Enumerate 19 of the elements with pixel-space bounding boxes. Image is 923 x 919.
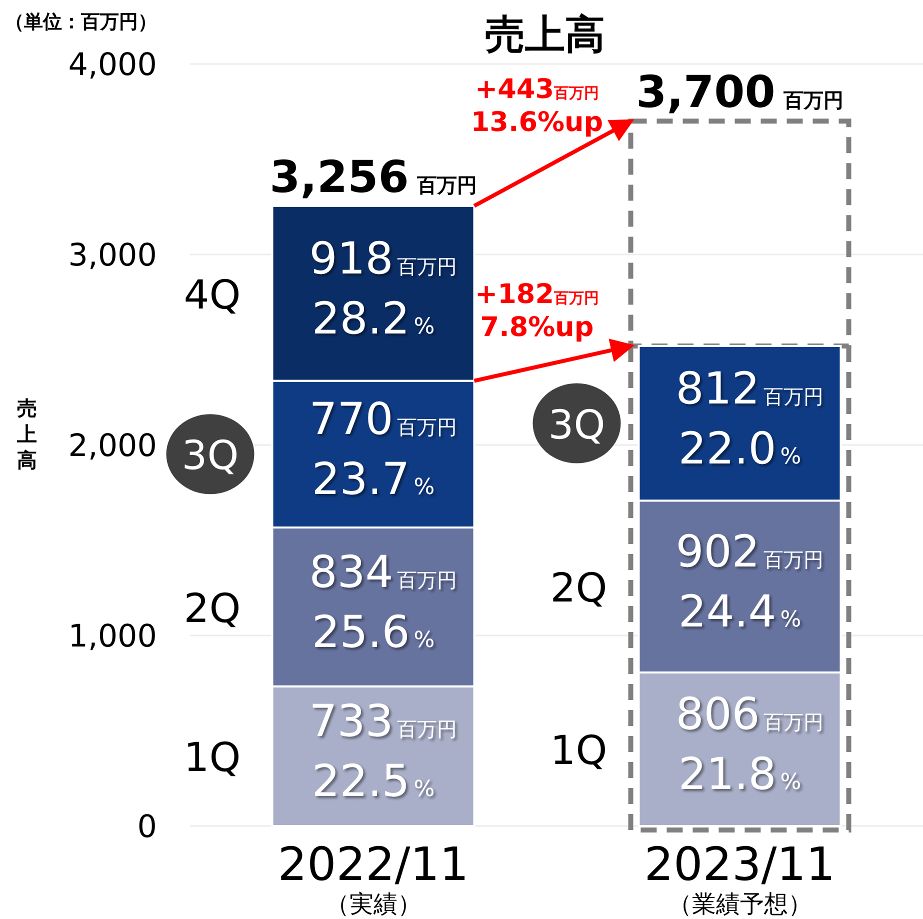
- x-tick-label: 2023/11 （業績予想）: [644, 837, 836, 918]
- series-label: 1Q: [550, 728, 608, 774]
- series-label: 2Q: [550, 566, 608, 612]
- text: 3Q: [182, 433, 239, 480]
- x-tick-label: 2022/11 （実績）: [278, 837, 469, 918]
- y-tick-label: 4,000: [68, 47, 157, 83]
- y-tick-label: 2,000: [68, 428, 157, 464]
- y-tick-label: 0: [137, 809, 157, 845]
- y-tick-label: 1,000: [68, 618, 157, 654]
- annotation: +182百万円 7.8%up: [475, 279, 599, 343]
- text: 2Q: [184, 586, 241, 632]
- text: （単位：百万円）: [5, 11, 157, 33]
- annotation: +443百万円 13.6%up: [470, 74, 604, 138]
- y-tick-label: 3,000: [68, 238, 157, 274]
- series-label: 4Q: [184, 272, 241, 318]
- chart-title: 売上高: [485, 12, 605, 58]
- y-axis-title: 売上高: [16, 396, 37, 472]
- series-label: 3Q: [548, 402, 606, 448]
- text: 1Q: [184, 735, 241, 782]
